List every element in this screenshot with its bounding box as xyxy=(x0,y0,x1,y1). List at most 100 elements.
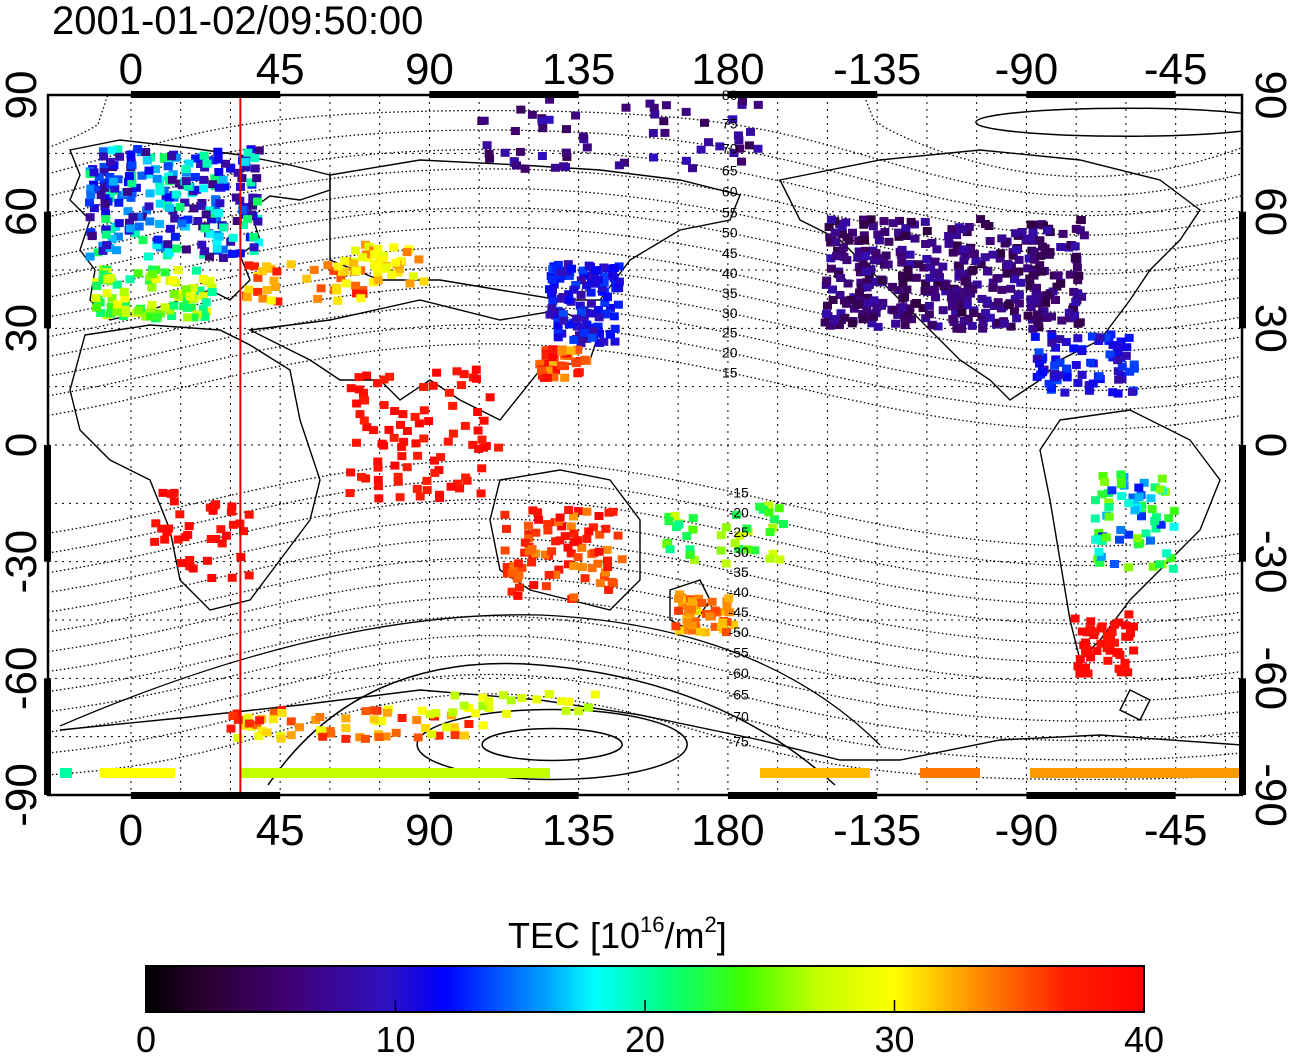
tec-cell xyxy=(993,298,1003,307)
tec-cell xyxy=(650,110,660,119)
tec-cell xyxy=(1104,512,1114,521)
tec-cell xyxy=(341,734,351,743)
tec-cell xyxy=(778,520,788,528)
tec-cell xyxy=(185,292,195,301)
tec-cell xyxy=(900,313,910,322)
tec-cell xyxy=(269,708,279,717)
tec-cell xyxy=(428,381,438,390)
coastline-path xyxy=(69,324,321,611)
tec-cell xyxy=(431,709,441,718)
tec-cell xyxy=(188,564,198,573)
tec-cell xyxy=(927,321,937,330)
tec-cell xyxy=(286,717,296,726)
tec-cell xyxy=(1062,373,1072,382)
right-lat-label: 60 xyxy=(1246,187,1292,236)
top-lon-label: -45 xyxy=(1144,45,1208,94)
tec-cell xyxy=(661,101,671,110)
tec-cell xyxy=(359,391,369,400)
tec-cell xyxy=(515,147,525,156)
contour-label: 50 xyxy=(722,225,738,241)
tec-cell xyxy=(842,299,851,308)
tec-cell xyxy=(101,209,111,218)
tec-cell xyxy=(871,249,881,258)
tec-cell xyxy=(897,258,907,267)
tec-cell xyxy=(828,296,838,304)
tec-cell xyxy=(173,535,183,544)
tec-cell xyxy=(649,153,658,162)
tec-cell xyxy=(268,715,278,724)
tec-cell xyxy=(167,175,177,184)
colorbar-ticks: 0 10 20 30 40 xyxy=(136,1000,1164,1057)
tec-cell xyxy=(119,287,129,296)
tec-cell xyxy=(569,335,579,344)
tec-cell xyxy=(199,175,209,184)
tec-cell xyxy=(544,115,554,124)
tec-cell xyxy=(238,206,248,214)
tec-cell xyxy=(1122,343,1132,352)
tec-cell xyxy=(648,129,658,137)
tec-cell xyxy=(354,373,364,382)
tec-cell xyxy=(868,222,878,231)
tec-cell xyxy=(125,218,134,227)
tec-cell xyxy=(1043,226,1052,235)
tec-cell xyxy=(555,513,565,522)
tec-cell xyxy=(192,185,202,194)
tec-cell xyxy=(228,520,238,529)
tec-cell xyxy=(240,721,250,730)
tec-cell xyxy=(133,145,143,153)
tec-cell xyxy=(414,255,424,264)
tec-cell xyxy=(500,510,510,519)
tec-cell xyxy=(978,324,988,333)
tec-cell xyxy=(862,278,872,287)
tec-cell xyxy=(607,577,617,586)
tec-cell xyxy=(1108,388,1118,397)
bottom-lon-label: 0 xyxy=(119,806,143,855)
contour-label: -75 xyxy=(729,733,749,749)
colorbar-tick-label: 40 xyxy=(1124,1019,1164,1057)
tec-cell xyxy=(729,149,739,157)
tec-cell xyxy=(181,177,191,186)
tec-cell xyxy=(1073,334,1083,343)
tec-cell xyxy=(1116,470,1126,479)
tec-cell xyxy=(1076,216,1086,225)
tec-cell xyxy=(836,309,846,318)
tec-cell xyxy=(922,255,932,263)
tec-cell xyxy=(715,142,725,151)
tec-cell xyxy=(564,290,574,299)
tec-cell xyxy=(988,250,998,259)
tec-cell xyxy=(160,268,170,277)
tec-cell xyxy=(89,168,99,177)
tec-cell xyxy=(460,731,470,740)
tec-cell xyxy=(112,307,122,316)
tec-cell xyxy=(243,148,253,157)
tec-cell xyxy=(1129,646,1139,655)
tec-cell xyxy=(681,107,691,116)
tec-cell xyxy=(155,219,165,228)
tec-cell xyxy=(145,189,155,198)
tec-cell xyxy=(377,439,387,448)
tec-cell xyxy=(402,463,412,472)
tec-cell xyxy=(1000,238,1010,247)
tec-cell xyxy=(333,296,343,305)
tec-cell xyxy=(840,313,850,322)
tec-cell xyxy=(1121,351,1131,360)
tec-cell xyxy=(315,726,325,735)
tec-cell xyxy=(564,697,574,706)
tec-cell xyxy=(1150,483,1160,492)
tec-cell xyxy=(181,245,191,254)
frame-bar-right xyxy=(1239,445,1246,562)
tec-cell xyxy=(575,301,585,310)
tec-cell xyxy=(599,263,609,272)
tec-cell xyxy=(513,591,523,600)
tec-cell xyxy=(610,337,620,346)
mag-contour-line xyxy=(48,129,1242,217)
tec-cell xyxy=(964,223,974,231)
tec-cell xyxy=(448,429,458,438)
tec-cell xyxy=(608,271,618,280)
tec-cell xyxy=(969,309,979,317)
tec-cell xyxy=(1075,655,1085,664)
tec-cell xyxy=(1086,653,1096,662)
tec-cell xyxy=(557,522,567,531)
frame-bar-top xyxy=(130,91,281,98)
tec-cell xyxy=(1075,226,1085,235)
